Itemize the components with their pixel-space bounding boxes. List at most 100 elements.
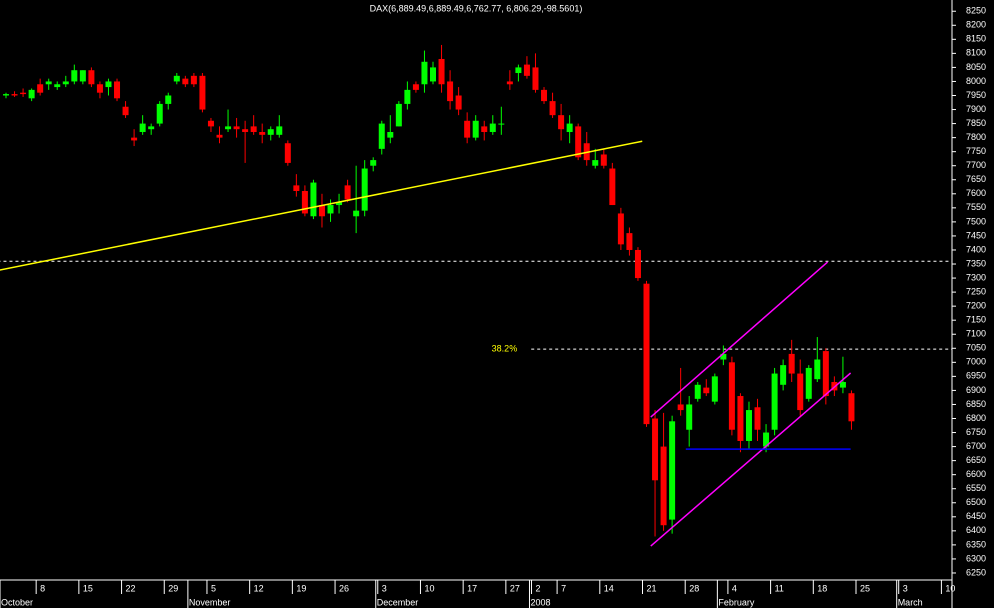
candle-body	[361, 168, 368, 211]
candle-body	[11, 94, 18, 96]
candle-body	[284, 143, 291, 163]
y-tick-label: 7100	[966, 329, 986, 339]
y-tick-label: 7800	[966, 132, 986, 142]
candle-body	[71, 70, 78, 82]
y-tick-label: 6850	[966, 399, 986, 409]
x-tick-label: 14	[604, 583, 614, 593]
x-tick-label: 10	[424, 583, 434, 593]
x-tick-label: 4	[732, 583, 737, 593]
candle-body	[788, 353, 795, 374]
y-tick-label: 7050	[966, 343, 986, 353]
candle-body	[344, 185, 351, 200]
y-tick-label: 6750	[966, 427, 986, 437]
candle-body	[763, 432, 770, 447]
y-tick-label: 7450	[966, 230, 986, 240]
candle-body	[182, 78, 189, 85]
month-label: March	[898, 597, 923, 607]
candle-body	[703, 387, 710, 394]
x-tick-label: 29	[168, 583, 178, 593]
candle-body	[771, 373, 778, 430]
candle-body	[412, 84, 419, 90]
candle-body	[190, 75, 197, 85]
candle-body	[498, 123, 505, 125]
candle-body	[506, 81, 513, 85]
x-tick-label: 21	[647, 583, 657, 593]
candle-body	[481, 126, 488, 133]
candle-body	[549, 101, 556, 116]
candle-body	[199, 75, 206, 110]
candle-body	[600, 154, 607, 166]
x-tick-label: 11	[775, 583, 784, 593]
candle-body	[131, 137, 138, 141]
candle-body	[250, 126, 257, 133]
y-tick-label: 8150	[966, 34, 986, 44]
candle-body	[617, 213, 624, 245]
x-tick-label: 26	[339, 583, 349, 593]
candle-body	[720, 353, 727, 360]
candle-body	[643, 283, 650, 425]
candle-body	[660, 446, 667, 526]
y-tick-label: 8000	[966, 76, 986, 86]
candle-body	[96, 84, 103, 93]
y-tick-label: 7700	[966, 160, 986, 170]
y-tick-label: 7200	[966, 301, 986, 311]
candle-body	[395, 103, 402, 127]
candle-body	[814, 359, 821, 380]
candle-body	[353, 210, 360, 217]
y-tick-label: 6950	[966, 371, 986, 381]
x-tick-label: 10	[945, 583, 955, 593]
candle-body	[156, 103, 163, 124]
candle-body	[336, 202, 343, 206]
candle-body	[421, 61, 428, 85]
candle-body	[122, 106, 129, 116]
y-tick-label: 7350	[966, 258, 986, 268]
y-tick-label: 6350	[966, 539, 986, 549]
y-tick-label: 7250	[966, 286, 986, 296]
candle-body	[737, 396, 744, 441]
trend-line	[650, 372, 852, 547]
candle-body	[669, 421, 676, 520]
month-label: December	[377, 597, 419, 607]
y-tick-label: 7750	[966, 146, 986, 156]
candle-body	[430, 67, 436, 82]
candle-body	[225, 126, 232, 130]
candle-body	[79, 70, 86, 82]
x-tick-label: 3	[382, 583, 387, 593]
x-tick-label: 25	[860, 583, 870, 593]
y-tick-label: 7000	[966, 357, 986, 367]
y-tick-label: 7300	[966, 272, 986, 282]
candle-body	[780, 365, 787, 385]
candle-body	[532, 67, 539, 90]
candle-body	[728, 362, 735, 430]
candle-body	[293, 185, 300, 191]
candle-body	[3, 94, 9, 96]
reference-label: 38.2%	[492, 343, 518, 353]
candle-body	[387, 132, 394, 138]
candle-body	[455, 95, 462, 110]
candle-body	[301, 190, 308, 214]
month-label: October	[1, 597, 33, 607]
y-tick-label: 7400	[966, 244, 986, 254]
y-tick-label: 7600	[966, 188, 986, 198]
candle-body	[652, 418, 659, 481]
candle-body	[575, 126, 582, 158]
x-tick-label: 15	[83, 583, 93, 593]
candle-body	[609, 168, 616, 206]
candle-body	[139, 123, 146, 133]
y-tick-label: 8100	[966, 48, 986, 58]
chart-title: DAX(6,889.49,6,889.49,6,762.77, 6,806.29…	[370, 3, 583, 13]
y-tick-label: 6500	[966, 497, 986, 507]
y-tick-label: 8050	[966, 62, 986, 72]
x-tick-label: 7	[561, 583, 566, 593]
candle-body	[62, 81, 69, 85]
candle-body	[378, 123, 385, 149]
trend-line	[650, 261, 829, 418]
candle-body	[754, 407, 761, 430]
candle-body	[848, 393, 855, 422]
candle-body	[173, 75, 180, 82]
candle-body	[267, 129, 274, 135]
x-tick-label: 18	[817, 583, 827, 593]
candle-body	[711, 376, 718, 402]
candle-body	[165, 95, 172, 104]
